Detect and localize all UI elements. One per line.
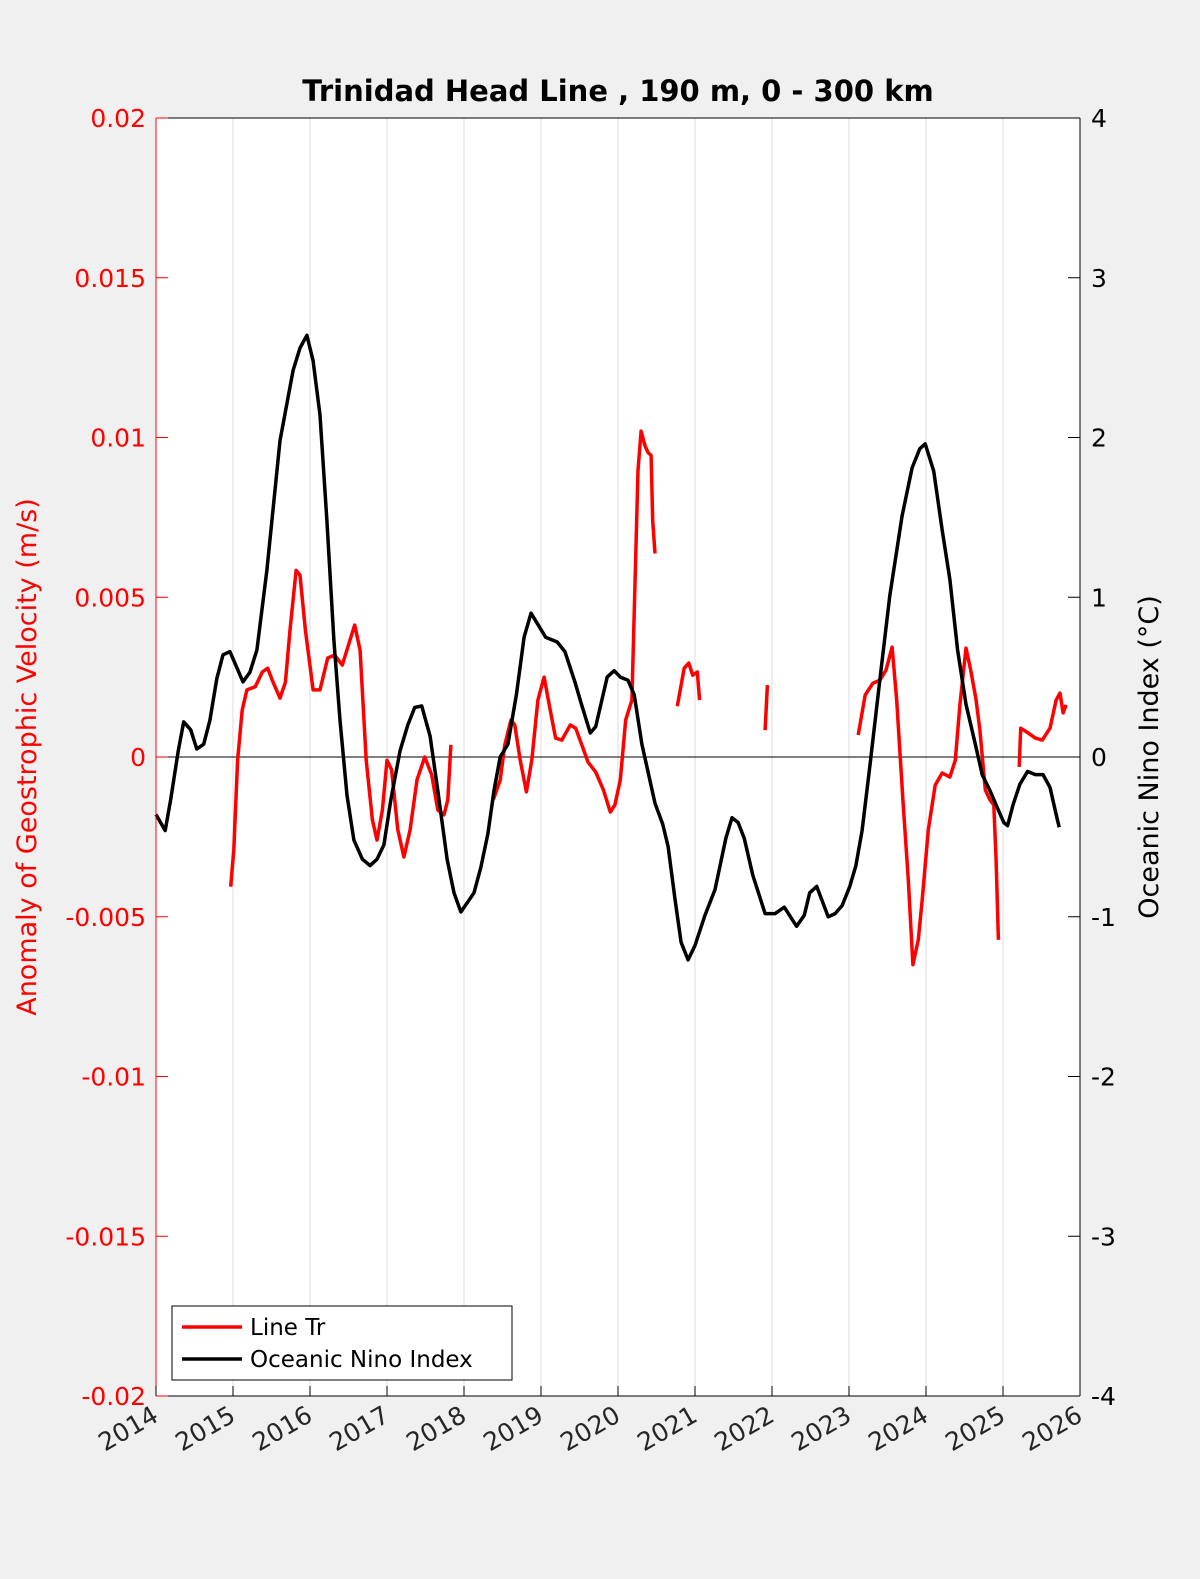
left-axis-label: Anomaly of Geostrophic Velocity (m/s) (12, 498, 43, 1016)
x-tick-label: 2025 (940, 1400, 1010, 1457)
x-tick-label: 2017 (324, 1400, 394, 1457)
legend-label-line-tr: Line Tr (250, 1315, 326, 1341)
chart-title: Trinidad Head Line , 190 m, 0 - 300 km (302, 74, 933, 108)
y-right-tick-label: -4 (1091, 1382, 1116, 1411)
y-right-tick-label: 4 (1091, 104, 1107, 133)
y-right-tick-label: 0 (1091, 743, 1107, 772)
x-tick-label: 2021 (632, 1400, 702, 1457)
y-left-tick-label: -0.02 (81, 1382, 146, 1411)
y-left-tick-label: -0.015 (65, 1222, 146, 1251)
y-left-tick-label: 0 (130, 743, 146, 772)
x-tick-label: 2018 (401, 1400, 471, 1457)
y-right-tick-label: -2 (1091, 1063, 1116, 1092)
y-left-tick-label: 0.015 (74, 264, 146, 293)
y-right-tick-label: 3 (1091, 264, 1107, 293)
series-line-tr-segment (765, 685, 767, 730)
y-left-tick-label: 0.005 (74, 583, 146, 612)
y-left-tick-label: 0.01 (90, 424, 146, 453)
x-tick-label: 2024 (863, 1400, 933, 1457)
y-right-tick-label: 2 (1091, 424, 1107, 453)
legend-label-oni: Oceanic Nino Index (250, 1347, 473, 1373)
x-tick-label: 2020 (555, 1400, 625, 1457)
x-tick-label: 2022 (709, 1400, 779, 1457)
right-axis-label: Oceanic Nino Index (°C) (1134, 595, 1165, 919)
x-tick-label: 2016 (247, 1400, 317, 1457)
y-left-tick-label: -0.01 (81, 1063, 146, 1092)
y-left-tick-label: -0.005 (65, 903, 146, 932)
y-left-tick-label: 0.02 (90, 104, 146, 133)
y-right-tick-label: -3 (1091, 1222, 1116, 1251)
x-tick-label: 2015 (170, 1400, 240, 1457)
x-tick-label: 2019 (478, 1400, 548, 1457)
x-tick-label: 2023 (786, 1400, 856, 1457)
x-tick-label: 2026 (1017, 1400, 1087, 1457)
y-right-tick-label: -1 (1091, 903, 1116, 932)
legend: Line Tr Oceanic Nino Index (172, 1306, 512, 1380)
y-right-tick-label: 1 (1091, 583, 1107, 612)
